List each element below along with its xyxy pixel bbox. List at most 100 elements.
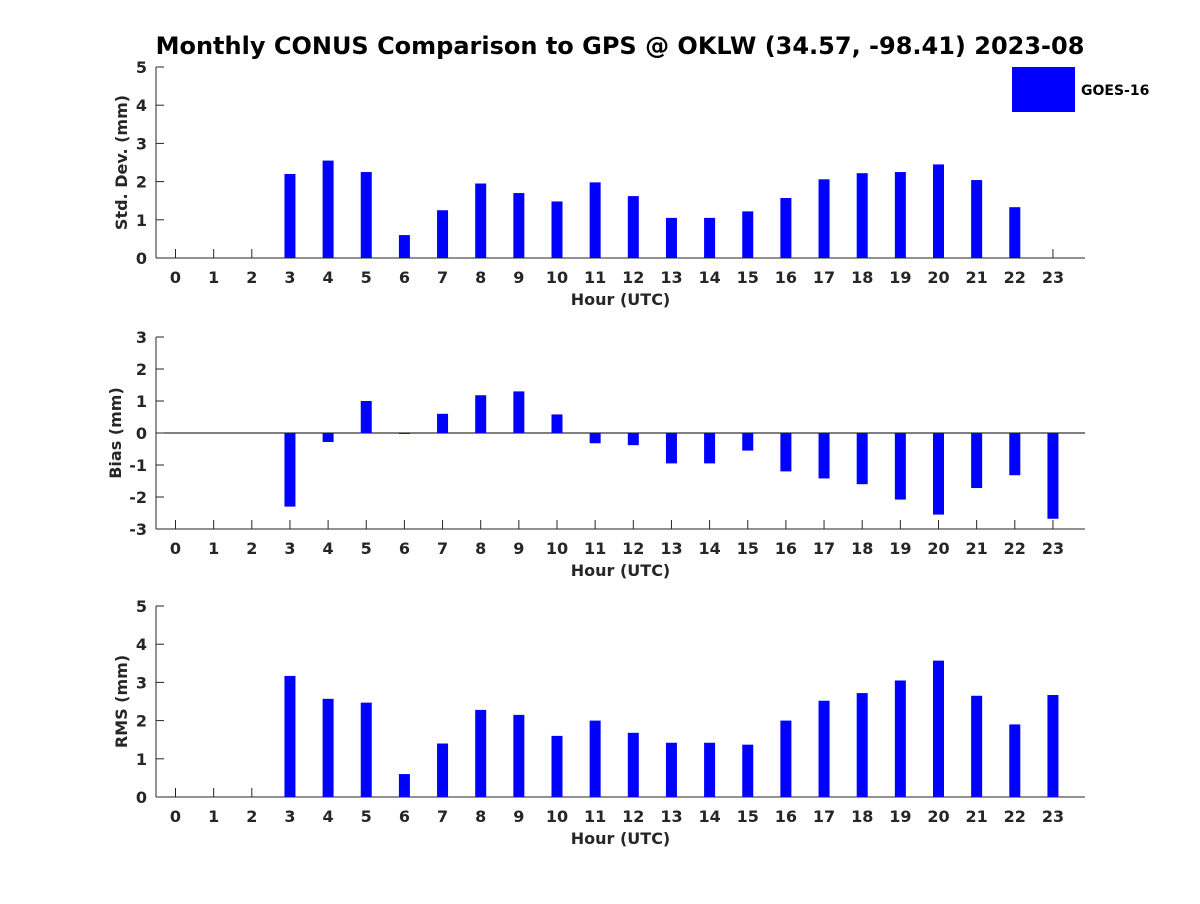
x-tick-label: 5: [361, 268, 372, 287]
x-tick-label: 14: [698, 539, 720, 558]
bar: [322, 698, 334, 797]
bar: [1009, 724, 1021, 797]
y-axis-label: Std. Dev. (mm): [112, 95, 131, 230]
x-tick-label: 21: [966, 539, 988, 558]
bar: [1047, 433, 1059, 519]
bar: [856, 173, 868, 258]
x-tick-label: 22: [1004, 539, 1026, 558]
bar: [513, 714, 525, 797]
x-tick-label: 19: [889, 807, 911, 826]
y-tick-label: 1: [136, 211, 147, 230]
bar: [398, 433, 410, 434]
x-tick-label: 7: [437, 807, 448, 826]
bar: [742, 211, 754, 258]
bar: [551, 201, 563, 258]
x-tick-label: 18: [851, 268, 873, 287]
bar: [437, 413, 449, 433]
x-tick-label: 17: [813, 539, 835, 558]
legend: GOES-16: [1012, 67, 1149, 112]
x-tick-label: 0: [170, 268, 181, 287]
x-tick-label: 11: [584, 539, 606, 558]
x-tick-label: 20: [927, 539, 949, 558]
x-tick-label: 21: [966, 807, 988, 826]
bar: [933, 433, 944, 515]
y-tick-label: 3: [136, 328, 147, 347]
bar: [322, 433, 334, 442]
bar: [437, 743, 449, 797]
x-tick-label: 6: [399, 539, 410, 558]
x-tick-label: 5: [361, 539, 372, 558]
bar: [589, 720, 601, 797]
y-axis-label: RMS (mm): [112, 655, 131, 748]
x-tick-label: 3: [284, 807, 295, 826]
x-tick-label: 8: [475, 268, 486, 287]
y-tick-label: 2: [136, 360, 147, 379]
x-tick-label: 13: [660, 807, 682, 826]
x-tick-label: 9: [513, 807, 524, 826]
chart-title: Monthly CONUS Comparison to GPS @ OKLW (…: [156, 32, 1085, 60]
y-tick-label: 0: [136, 424, 147, 443]
x-tick-label: 19: [889, 268, 911, 287]
bar: [360, 172, 372, 258]
bar: [780, 433, 792, 472]
x-tick-label: 8: [475, 539, 486, 558]
x-tick-label: 10: [546, 539, 568, 558]
bar: [665, 433, 677, 464]
x-tick-label: 10: [546, 807, 568, 826]
y-tick-label: 2: [136, 712, 147, 731]
bar: [971, 180, 983, 258]
x-tick-label: 6: [399, 268, 410, 287]
legend-swatch: [1012, 67, 1075, 112]
y-tick-label: 5: [136, 58, 147, 77]
x-tick-label: 16: [775, 539, 797, 558]
bar: [551, 414, 563, 433]
x-tick-label: 11: [584, 268, 606, 287]
y-tick-label: 0: [136, 249, 147, 268]
bar: [894, 172, 906, 258]
bar: [284, 173, 296, 258]
bar: [780, 720, 792, 797]
bar: [589, 433, 601, 444]
x-tick-label: 0: [170, 539, 181, 558]
x-tick-label: 7: [437, 268, 448, 287]
legend-label: GOES-16: [1081, 83, 1149, 99]
x-tick-label: 2: [246, 807, 257, 826]
y-tick-label: -1: [129, 456, 147, 475]
x-tick-label: 20: [927, 807, 949, 826]
x-tick-label: 4: [323, 807, 334, 826]
y-tick-label: 3: [136, 673, 147, 692]
bar: [475, 395, 487, 433]
x-tick-label: 16: [775, 807, 797, 826]
x-tick-label: 18: [851, 539, 873, 558]
bar: [360, 702, 372, 797]
bar: [704, 433, 716, 464]
bar: [742, 433, 754, 451]
x-tick-label: 23: [1042, 539, 1064, 558]
x-tick-label: 1: [208, 807, 219, 826]
x-tick-label: 23: [1042, 807, 1064, 826]
bar: [933, 164, 944, 258]
x-tick-label: 3: [284, 268, 295, 287]
x-tick-label: 11: [584, 807, 606, 826]
y-tick-label: 4: [136, 635, 147, 654]
bar: [665, 742, 677, 797]
x-tick-label: 1: [208, 268, 219, 287]
y-tick-label: 4: [136, 96, 147, 115]
x-tick-label: 2: [246, 539, 257, 558]
x-tick-label: 18: [851, 807, 873, 826]
bar: [971, 433, 983, 489]
x-tick-label: 23: [1042, 268, 1064, 287]
bar: [1047, 695, 1059, 797]
x-tick-label: 12: [622, 539, 644, 558]
bar: [818, 433, 830, 479]
x-tick-label: 15: [737, 807, 759, 826]
bar: [475, 183, 487, 258]
x-tick-label: 22: [1004, 807, 1026, 826]
y-tick-label: 3: [136, 134, 147, 153]
y-tick-label: 1: [136, 392, 147, 411]
bar: [665, 217, 677, 258]
bar: [933, 660, 944, 797]
